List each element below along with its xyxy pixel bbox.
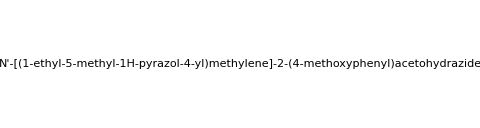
Text: N'-[(1-ethyl-5-methyl-1H-pyrazol-4-yl)methylene]-2-(4-methoxyphenyl)acetohydrazi: N'-[(1-ethyl-5-methyl-1H-pyrazol-4-yl)me… [0, 59, 480, 69]
